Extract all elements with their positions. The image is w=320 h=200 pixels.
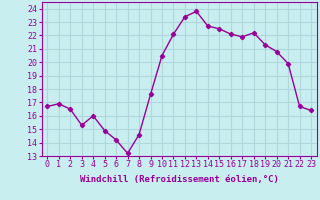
X-axis label: Windchill (Refroidissement éolien,°C): Windchill (Refroidissement éolien,°C) [80,175,279,184]
